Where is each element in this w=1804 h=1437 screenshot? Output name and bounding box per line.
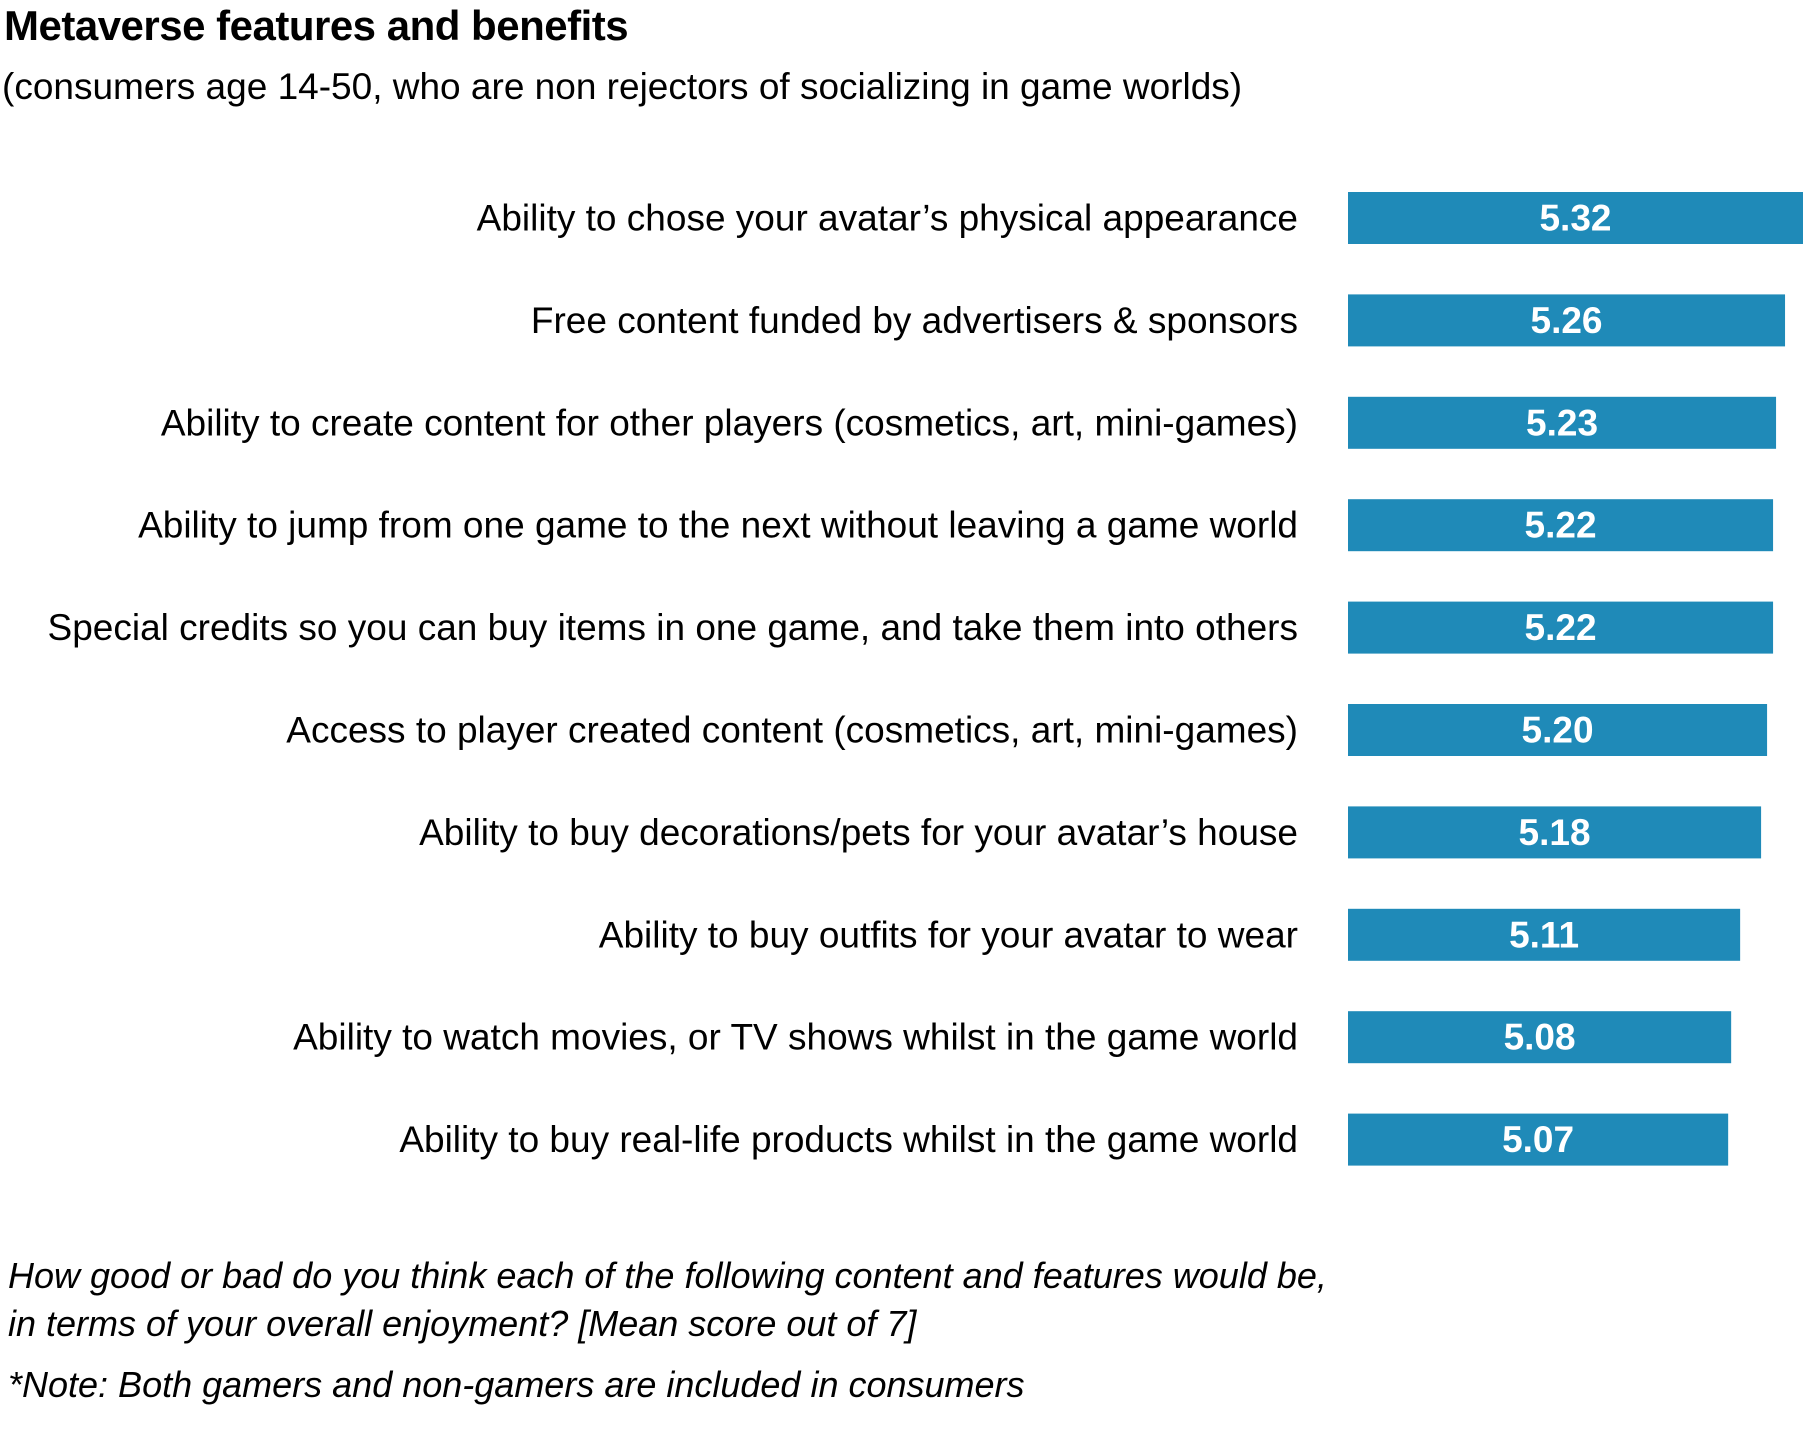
bar-row: Ability to buy decorations/pets for your… xyxy=(419,806,1762,859)
value-label: 5.20 xyxy=(1522,710,1594,751)
category-label: Ability to buy real-life products whilst… xyxy=(399,1119,1298,1160)
bar xyxy=(1348,806,1762,859)
category-label: Ability to watch movies, or TV shows whi… xyxy=(293,1017,1298,1058)
category-label: Ability to jump from one game to the nex… xyxy=(138,505,1298,546)
value-label: 5.08 xyxy=(1504,1017,1576,1058)
value-label: 5.18 xyxy=(1519,812,1591,853)
survey-question-line-1: How good or bad do you think each of the… xyxy=(8,1255,1327,1296)
value-label: 5.23 xyxy=(1526,402,1598,443)
footnote: *Note: Both gamers and non-gamers are in… xyxy=(8,1364,1025,1405)
bar xyxy=(1348,1113,1729,1166)
value-label: 5.07 xyxy=(1502,1119,1574,1160)
bar-row: Ability to watch movies, or TV shows whi… xyxy=(293,1011,1732,1064)
chart-title: Metaverse features and benefits xyxy=(4,2,629,49)
survey-question: How good or bad do you think each of the… xyxy=(8,1252,1508,1348)
bar xyxy=(1348,601,1774,654)
category-label: Ability to buy decorations/pets for your… xyxy=(419,812,1298,853)
bar xyxy=(1348,1011,1732,1064)
bar-row: Access to player created content (cosmet… xyxy=(286,704,1768,756)
bar-row: Ability to buy outfits for your avatar t… xyxy=(599,908,1741,961)
value-label: 5.11 xyxy=(1509,914,1579,955)
category-label: Special credits so you can buy items in … xyxy=(48,607,1298,648)
value-label: 5.22 xyxy=(1525,505,1597,546)
bar xyxy=(1348,704,1768,756)
category-label: Free content funded by advertisers & spo… xyxy=(531,300,1298,341)
bar-row: Ability to jump from one game to the nex… xyxy=(138,499,1774,552)
category-label: Ability to buy outfits for your avatar t… xyxy=(599,914,1298,955)
category-label: Ability to create content for other play… xyxy=(161,402,1298,443)
bar xyxy=(1348,192,1803,244)
bar xyxy=(1348,396,1777,449)
bar xyxy=(1348,294,1786,347)
bar-row: Ability to chose your avatar’s physical … xyxy=(477,192,1803,244)
bar-row: Ability to create content for other play… xyxy=(161,396,1777,449)
value-label: 5.32 xyxy=(1539,198,1611,239)
survey-question-line-2: in terms of your overall enjoyment? [Mea… xyxy=(8,1303,917,1344)
bar-row: Special credits so you can buy items in … xyxy=(48,601,1774,654)
bar-chart: Ability to chose your avatar’s physical … xyxy=(48,192,1803,1166)
value-label: 5.22 xyxy=(1525,607,1597,648)
bar-row: Ability to buy real-life products whilst… xyxy=(399,1113,1729,1166)
chart-subtitle: (consumers age 14-50, who are non reject… xyxy=(2,66,1243,107)
value-label: 5.26 xyxy=(1531,300,1603,341)
bar-row: Free content funded by advertisers & spo… xyxy=(531,294,1786,347)
category-label: Access to player created content (cosmet… xyxy=(286,710,1298,751)
category-label: Ability to chose your avatar’s physical … xyxy=(477,198,1298,239)
bar xyxy=(1348,499,1774,552)
bar xyxy=(1348,908,1741,961)
